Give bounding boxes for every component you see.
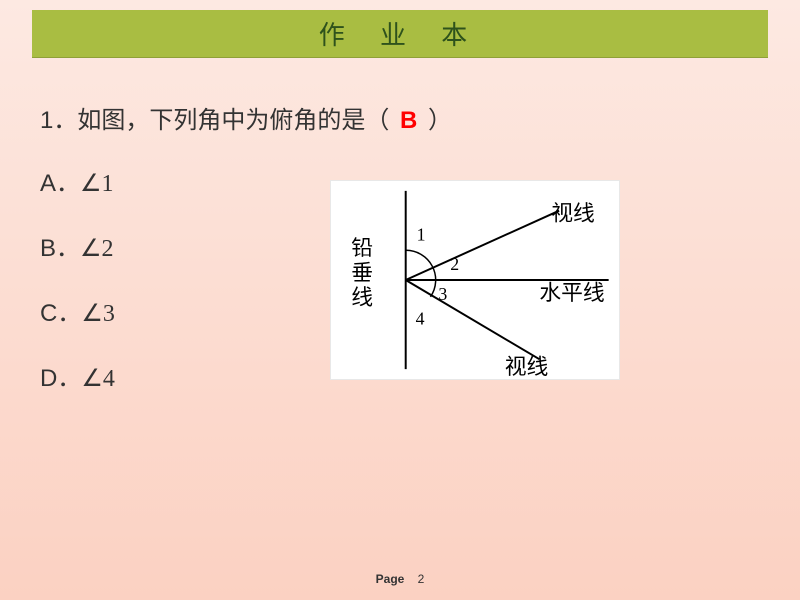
sightline-up-label: 视线 <box>551 202 595 226</box>
option-angle: ∠4 <box>81 366 115 392</box>
slide: 作 业 本 1．如图，下列角中为俯角的是（ B ） A．∠1 B．∠2 C．∠3… <box>0 0 800 600</box>
slide-title: 作 业 本 <box>319 15 481 52</box>
plumb-label-1: 铅 <box>351 236 373 260</box>
plumb-label-2: 垂 <box>351 261 373 285</box>
question-text: 1．如图，下列角中为俯角的是（ B ） <box>40 100 760 135</box>
angle-diagram: 1 2 3 4 视线 水平线 视线 铅 垂 线 <box>330 180 620 380</box>
question-before: 1．如图，下列角中为俯角的是（ <box>40 107 389 134</box>
option-label: B． <box>40 235 80 262</box>
plumb-label-3: 线 <box>351 286 373 310</box>
option-label: D． <box>40 365 81 392</box>
title-bar: 作 业 本 <box>32 10 768 58</box>
answer-letter: B <box>400 107 417 134</box>
option-label: C． <box>40 300 81 327</box>
sightline-up <box>406 211 559 280</box>
angle-4-label: 4 <box>416 309 425 329</box>
option-angle: ∠2 <box>80 236 114 262</box>
page-number: 2 <box>418 572 425 586</box>
option-angle: ∠3 <box>81 301 115 327</box>
angle-1-label: 1 <box>417 224 426 244</box>
content-area: 1．如图，下列角中为俯角的是（ B ） A．∠1 B．∠2 C．∠3 D．∠4 <box>40 100 760 423</box>
option-label: A． <box>40 170 80 197</box>
angle-2-label: 2 <box>450 254 459 274</box>
horizontal-label: 水平线 <box>539 281 604 305</box>
question-after: ） <box>428 107 452 134</box>
sightline-down <box>406 280 540 359</box>
option-angle: ∠1 <box>80 171 114 197</box>
page-label: Page <box>376 572 405 586</box>
angle-3-label: 3 <box>438 284 447 304</box>
sightline-down-label: 视线 <box>505 355 549 379</box>
page-footer: Page 2 <box>0 572 800 586</box>
